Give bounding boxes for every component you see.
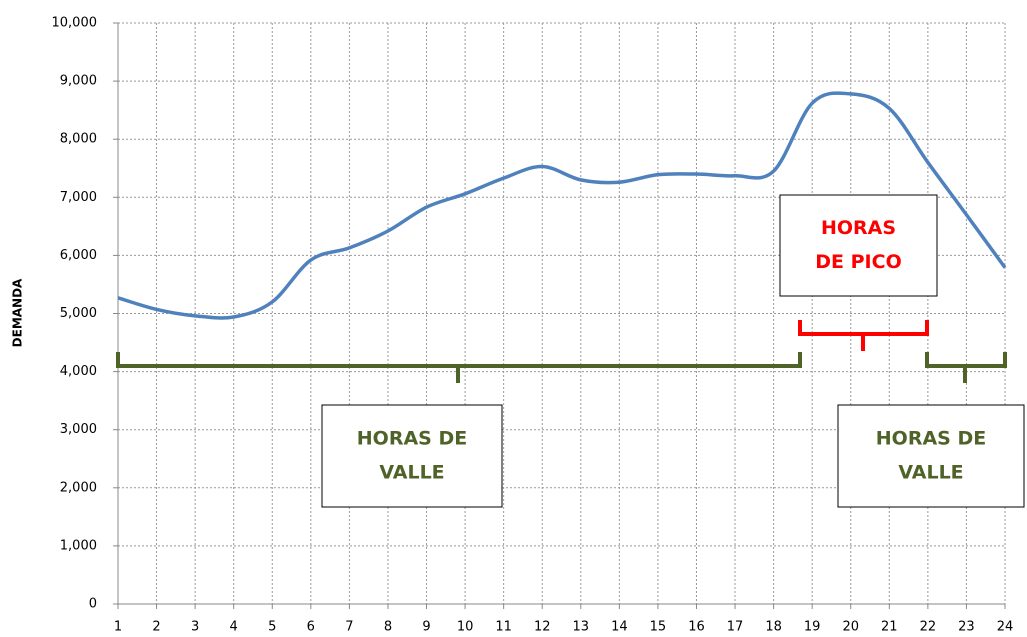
annotation-text: HORAS DE bbox=[876, 428, 986, 450]
x-tick-label: 12 bbox=[534, 620, 551, 635]
annotation-box bbox=[837, 404, 1025, 508]
annotation-box bbox=[779, 194, 938, 297]
x-tick-label: 20 bbox=[842, 620, 859, 635]
y-tick-label: 6,000 bbox=[60, 248, 97, 263]
x-tick-label: 21 bbox=[881, 620, 898, 635]
x-tick-label: 5 bbox=[268, 620, 276, 635]
annotation-text: VALLE bbox=[898, 462, 963, 484]
x-tick-label: 24 bbox=[997, 620, 1014, 635]
x-tick-label: 14 bbox=[611, 620, 628, 635]
annotation-text: HORAS DE bbox=[357, 428, 467, 450]
y-tick-label: 4,000 bbox=[60, 364, 97, 379]
y-axis-label: DEMANDA bbox=[11, 278, 25, 347]
x-tick-label: 11 bbox=[495, 620, 512, 635]
line-series bbox=[117, 91, 1007, 320]
y-tick-label: 7,000 bbox=[60, 190, 97, 205]
annotation-text: VALLE bbox=[379, 462, 444, 484]
y-tick-label: 1,000 bbox=[60, 538, 97, 553]
x-tick-label: 17 bbox=[727, 620, 744, 635]
x-tick-label: 15 bbox=[650, 620, 667, 635]
y-tick-label: 3,000 bbox=[60, 422, 97, 437]
brace bbox=[798, 320, 929, 351]
x-tick-label: 13 bbox=[573, 620, 590, 635]
x-tick-label: 6 bbox=[307, 620, 315, 635]
x-tick-label: 16 bbox=[688, 620, 705, 635]
annotation-text: HORAS bbox=[821, 217, 896, 239]
y-tick-label: 10,000 bbox=[52, 16, 98, 31]
x-tick-label: 1 bbox=[114, 620, 122, 635]
y-tick-label: 8,000 bbox=[60, 132, 97, 147]
brace bbox=[925, 352, 1007, 383]
brace bbox=[116, 352, 802, 383]
x-tick-label: 3 bbox=[191, 620, 199, 635]
x-tick-label: 8 bbox=[384, 620, 392, 635]
x-tick-label: 22 bbox=[920, 620, 937, 635]
y-tick-label: 2,000 bbox=[60, 480, 97, 495]
x-tick-label: 9 bbox=[422, 620, 430, 635]
x-tick-label: 10 bbox=[457, 620, 474, 635]
x-tick-label: 18 bbox=[765, 620, 782, 635]
y-tick-label: 9,000 bbox=[60, 74, 97, 89]
x-tick-label: 4 bbox=[230, 620, 238, 635]
x-tick-label: 19 bbox=[804, 620, 821, 635]
x-tick-label: 2 bbox=[152, 620, 160, 635]
y-tick-label: 5,000 bbox=[60, 306, 97, 321]
annotation-text: DE PICO bbox=[815, 251, 901, 273]
x-tick-label: 23 bbox=[958, 620, 975, 635]
annotation-box bbox=[321, 404, 503, 508]
x-tick-label: 7 bbox=[345, 620, 353, 635]
y-tick-label: 0 bbox=[89, 597, 97, 612]
